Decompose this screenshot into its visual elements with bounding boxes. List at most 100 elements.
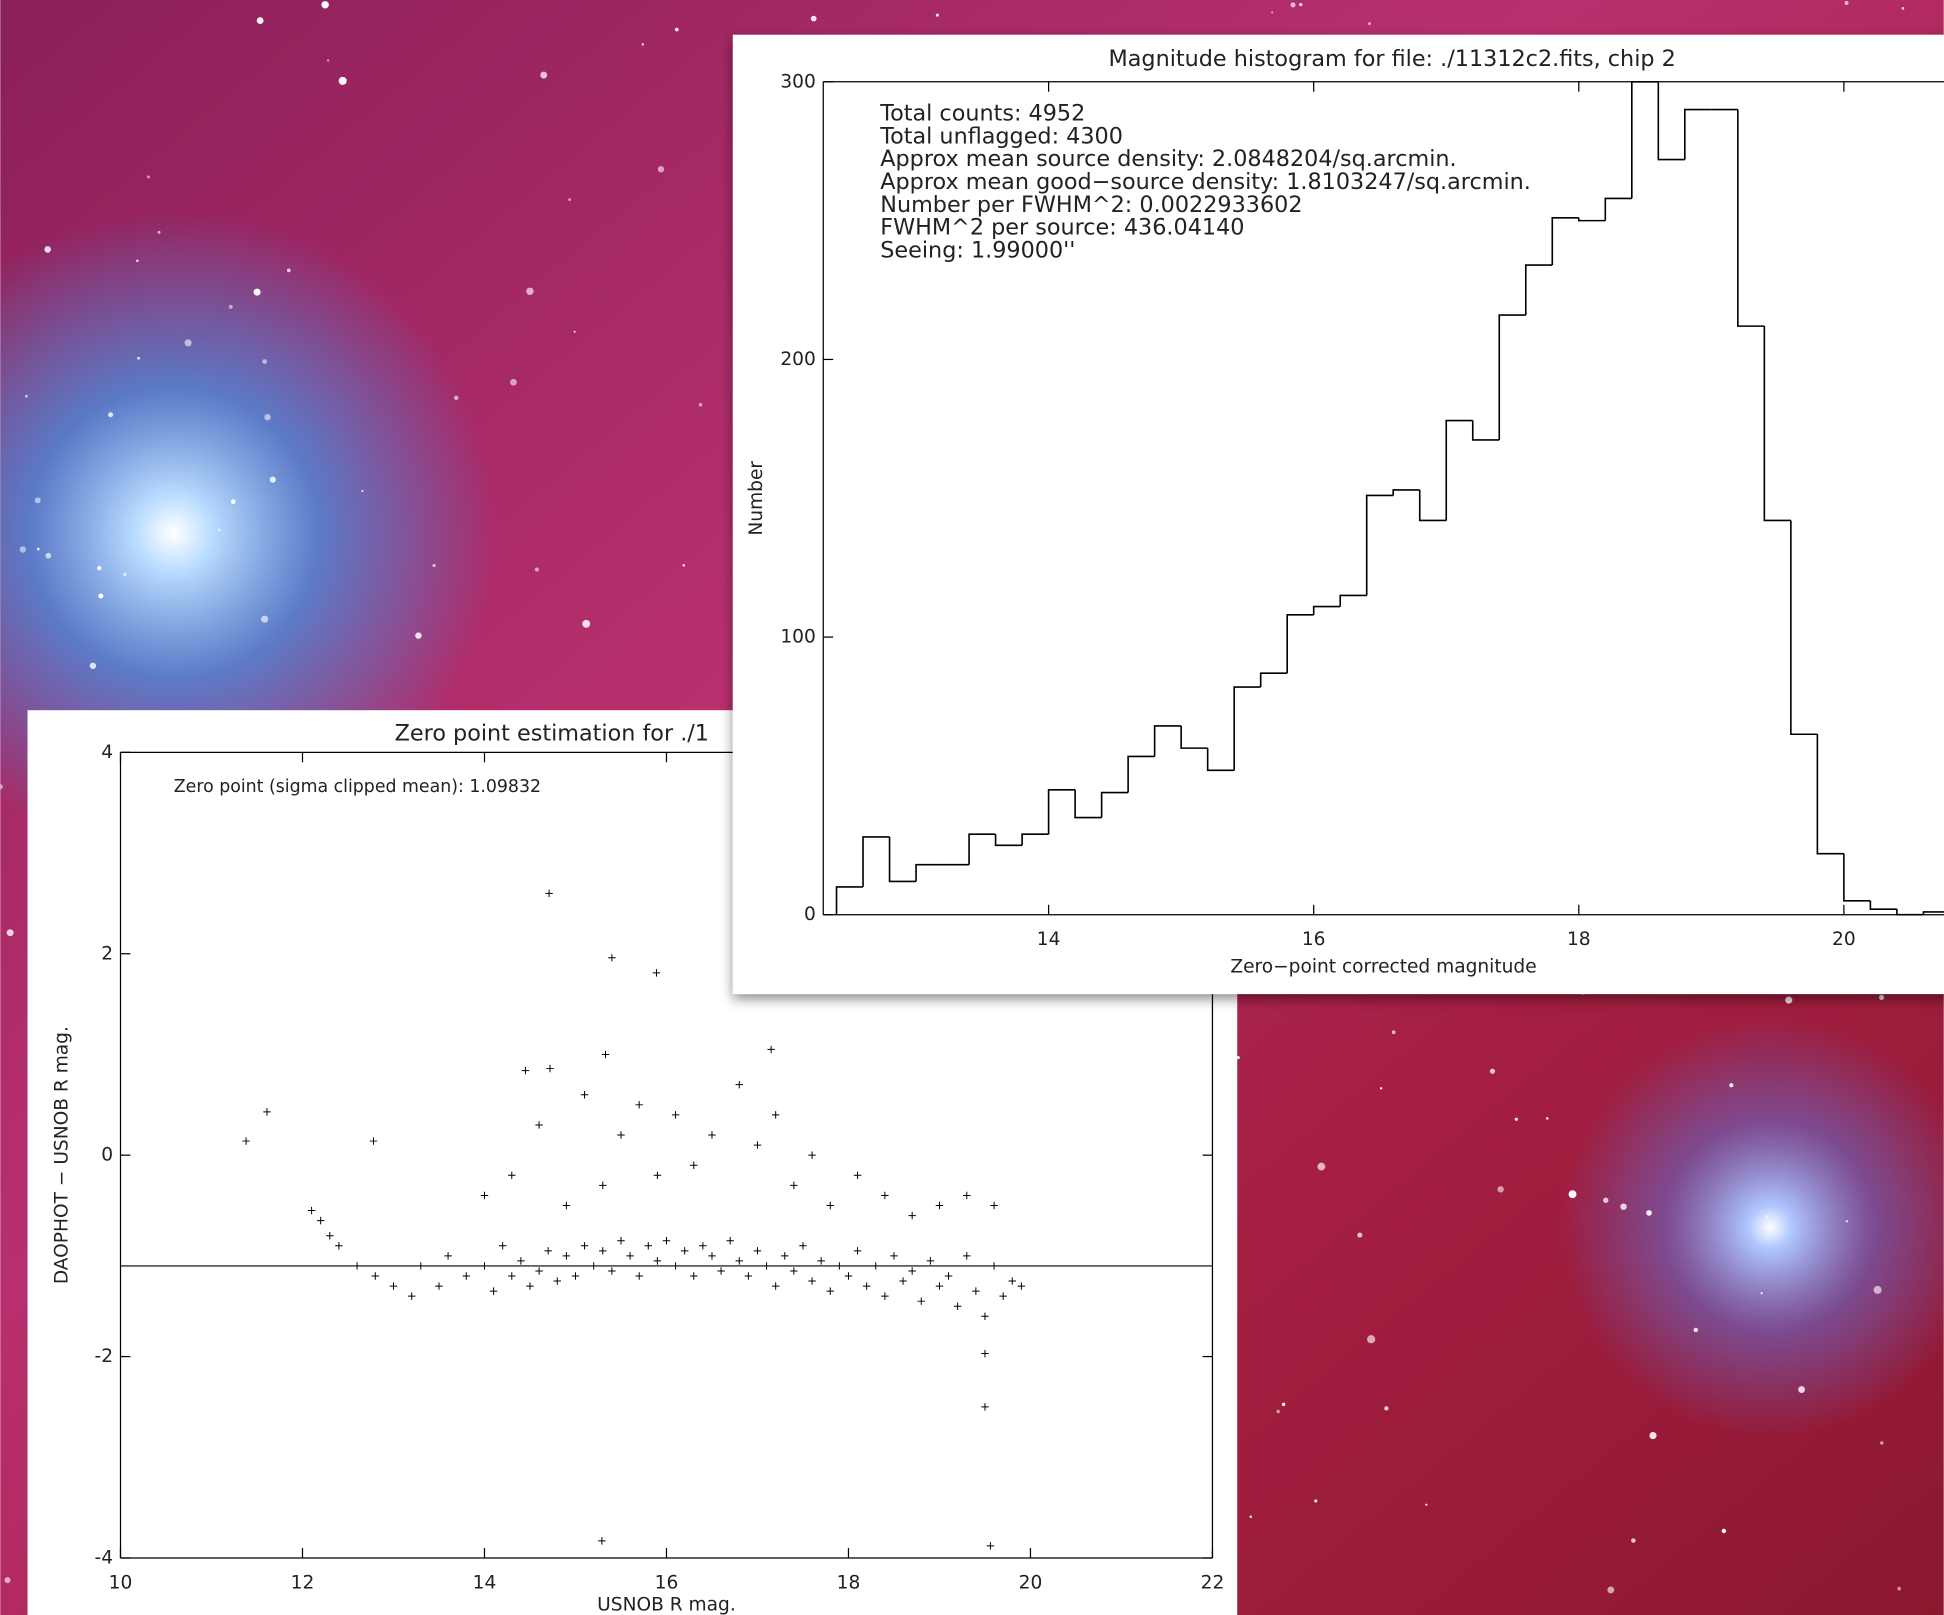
star xyxy=(683,564,685,566)
star xyxy=(123,573,126,576)
star xyxy=(1694,1328,1698,1332)
star xyxy=(675,28,679,32)
star xyxy=(25,395,28,398)
x-tick-label: 20 xyxy=(1019,1572,1043,1593)
star xyxy=(1250,1515,1253,1518)
star xyxy=(185,339,192,346)
star xyxy=(1607,1586,1614,1593)
star xyxy=(454,396,458,400)
star xyxy=(261,616,268,623)
star xyxy=(20,546,26,552)
x-tick-label: 18 xyxy=(1567,929,1591,950)
x-tick-label: 14 xyxy=(1037,929,1061,950)
y-tick-label: 200 xyxy=(780,349,815,370)
star xyxy=(526,288,533,295)
star xyxy=(1497,1186,1503,1192)
y-tick-label: 0 xyxy=(101,1145,113,1166)
x-tick-label: 22 xyxy=(1201,1572,1225,1593)
star xyxy=(1392,1030,1396,1034)
y-tick-label: -4 xyxy=(95,1547,114,1568)
star xyxy=(327,59,330,62)
y-tick-label: -2 xyxy=(95,1346,114,1367)
star xyxy=(1620,1203,1626,1209)
x-tick-label: 16 xyxy=(1302,929,1326,950)
star xyxy=(1317,1163,1325,1171)
star xyxy=(658,166,664,172)
star xyxy=(1384,1406,1388,1410)
star xyxy=(5,1577,11,1583)
star xyxy=(1546,1117,1549,1120)
star xyxy=(158,231,161,234)
star xyxy=(1785,997,1792,1004)
star xyxy=(510,379,517,386)
star xyxy=(1368,22,1371,25)
y-tick-label: 2 xyxy=(101,943,113,964)
page: 10 12 14 16 18 20 22 -4 -2 0 2 4 Zero point estimati… xyxy=(0,0,1944,1615)
x-tick-label: 18 xyxy=(837,1572,861,1593)
x-tick-label: 16 xyxy=(655,1572,679,1593)
star xyxy=(108,412,113,417)
star xyxy=(35,497,41,503)
star xyxy=(1760,1292,1762,1294)
star xyxy=(1425,1504,1427,1506)
star xyxy=(1380,1087,1382,1089)
star xyxy=(1646,1210,1652,1216)
star xyxy=(1846,1220,1849,1223)
annotation: Zero point (sigma clipped mean): 1.09832 xyxy=(174,777,541,797)
star xyxy=(262,359,267,364)
star xyxy=(1897,1587,1901,1591)
y-tick-label: 0 xyxy=(804,904,816,925)
star xyxy=(136,259,139,262)
star xyxy=(1271,11,1273,13)
star xyxy=(432,564,435,567)
star xyxy=(568,198,571,201)
annotation: Seeing: 1.99000'' xyxy=(880,237,1075,263)
chart-title: Magnitude histogram for file: ./11312c2.… xyxy=(1109,46,1676,72)
star xyxy=(1880,1441,1883,1444)
star xyxy=(257,17,264,24)
x-axis-label: Zero−point corrected magnitude xyxy=(1230,956,1536,977)
star xyxy=(574,331,576,333)
star xyxy=(37,548,40,551)
y-tick-label: 4 xyxy=(101,742,113,763)
star xyxy=(811,16,817,22)
chart-title: Zero point estimation for ./1 xyxy=(395,720,709,746)
star xyxy=(98,593,103,598)
star xyxy=(1314,1499,1317,1502)
star xyxy=(229,305,233,309)
star xyxy=(1729,1083,1733,1087)
y-tick-label: 300 xyxy=(780,71,815,92)
star xyxy=(137,357,140,360)
x-tick-label: 12 xyxy=(291,1572,315,1593)
star xyxy=(936,14,939,17)
x-axis-label: USNOB R mag. xyxy=(597,1595,736,1615)
star xyxy=(147,175,150,178)
star xyxy=(535,568,539,572)
x-tick-label: 10 xyxy=(109,1572,133,1593)
star xyxy=(1299,3,1302,6)
star xyxy=(44,246,51,253)
star xyxy=(321,1,328,8)
star xyxy=(415,632,421,638)
star xyxy=(254,289,261,296)
star xyxy=(231,499,236,504)
star xyxy=(1290,2,1295,7)
star xyxy=(1367,1335,1375,1343)
star xyxy=(1276,1410,1279,1413)
star xyxy=(1845,1,1849,5)
star xyxy=(582,620,590,628)
star xyxy=(1649,1432,1656,1439)
star xyxy=(642,43,644,45)
star xyxy=(7,929,14,936)
y-axis-label: DAOPHOT − USNOB R mag. xyxy=(52,1026,73,1284)
star xyxy=(1874,1286,1882,1294)
star xyxy=(287,268,291,272)
star xyxy=(270,477,276,483)
star xyxy=(1357,1233,1362,1238)
star xyxy=(1569,1190,1577,1198)
star xyxy=(1766,1215,1769,1218)
star xyxy=(1603,1198,1608,1203)
star xyxy=(1515,1118,1518,1121)
y-axis-label: Number xyxy=(746,461,767,536)
star xyxy=(1902,7,1905,10)
